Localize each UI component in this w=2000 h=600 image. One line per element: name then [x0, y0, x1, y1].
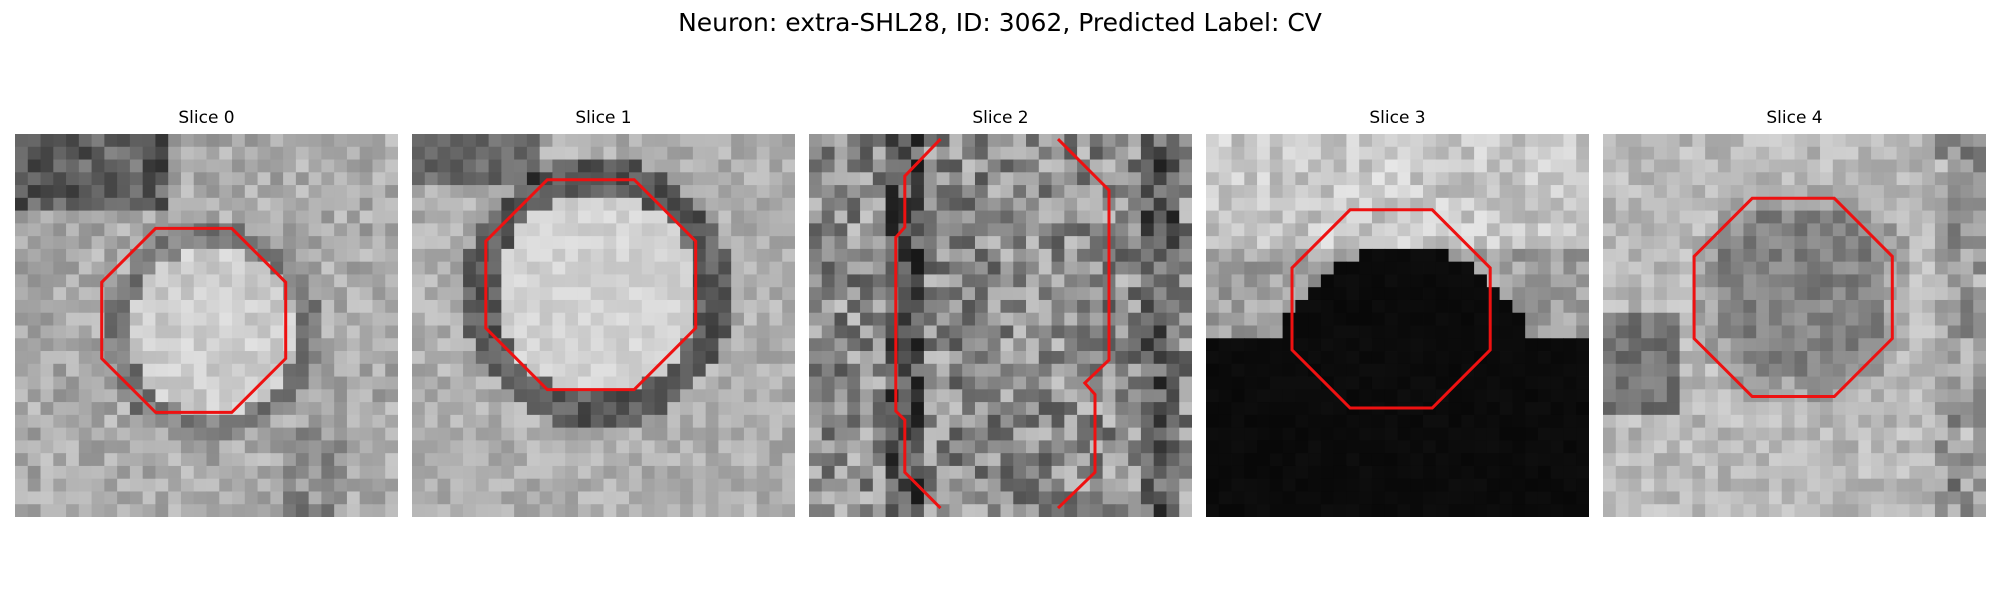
slice-title-4: Slice 4 — [1766, 108, 1823, 128]
roi-contour — [894, 138, 942, 510]
roi-contour — [100, 226, 288, 414]
slice-panel-3: Slice 3 — [1206, 107, 1589, 517]
slice-image-4 — [1603, 134, 1986, 517]
slice-image-1 — [412, 134, 795, 517]
slice-title-0: Slice 0 — [178, 108, 235, 128]
slice-panel-0: Slice 0 — [15, 107, 398, 517]
roi-contour — [1056, 138, 1111, 510]
slice-title-3: Slice 3 — [1369, 108, 1426, 128]
slice-title-2: Slice 2 — [972, 108, 1029, 128]
slice-panel-1: Slice 1 — [412, 107, 795, 517]
figure-title: Neuron: extra-SHL28, ID: 3062, Predicted… — [678, 8, 1322, 37]
roi-contour — [1290, 208, 1492, 410]
roi-contour — [484, 178, 698, 392]
slice-panel-4: Slice 4 — [1603, 107, 1986, 517]
slice-image-2 — [809, 134, 1192, 517]
slice-title-1: Slice 1 — [575, 108, 632, 128]
slice-image-3 — [1206, 134, 1589, 517]
slice-panel-2: Slice 2 — [809, 107, 1192, 517]
roi-contour — [1692, 196, 1894, 398]
slice-image-0 — [15, 134, 398, 517]
